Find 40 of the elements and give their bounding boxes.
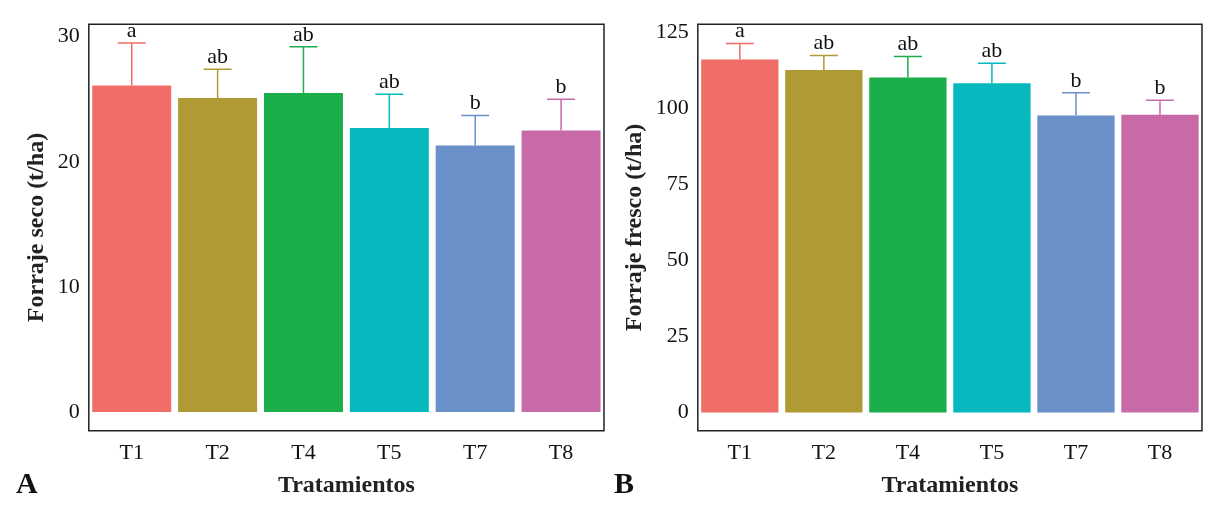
annotation: ab [981,36,1003,62]
annotation: b [469,89,481,115]
annotation: ab [897,30,919,56]
annotation: a [126,16,137,42]
x-tick-label: T8 [548,438,574,464]
y-tick-label: 10 [57,272,80,298]
annotation: a [734,17,745,43]
text: A [16,465,38,499]
x-axis-title: Tratamientos [881,470,1019,497]
y-tick-label: 125 [655,17,689,43]
annotation: b [1070,66,1082,92]
x-tick-label: T5 [377,438,402,464]
annotation: ab [207,43,228,69]
y-tick-label: 0 [677,398,689,424]
annotation: ab [813,29,835,55]
x-tick-label: T8 [1147,438,1173,464]
y-tick-label: 0 [68,397,80,423]
annotation: b [555,73,567,99]
x-tick-label: T4 [895,438,921,464]
y-tick-label: 50 [666,246,689,272]
y-tick-label: 25 [666,322,689,348]
x-tick-label: T2 [811,438,837,464]
annotation: ab [378,68,400,94]
y-axis-title: Forraje fresco (t/ha) [619,123,646,332]
x-tick-label: T7 [462,438,488,464]
x-tick-label: T5 [979,438,1005,464]
annotation: ab [293,20,314,46]
x-tick-label: T1 [727,438,753,464]
x-axis-title: Tratamientos [277,470,415,497]
y-tick-label: 100 [655,93,689,119]
text: B [614,465,635,499]
y-axis-title: Forraje seco (t/ha) [21,132,48,323]
y-tick-label: 20 [57,147,80,173]
y-tick-label: 30 [57,22,80,48]
x-tick-label: T7 [1063,438,1089,464]
y-tick-label: 75 [666,169,689,195]
x-tick-label: T2 [205,438,230,464]
x-tick-label: T4 [291,438,316,464]
x-tick-label: T1 [119,438,144,464]
annotation: b [1154,74,1166,100]
